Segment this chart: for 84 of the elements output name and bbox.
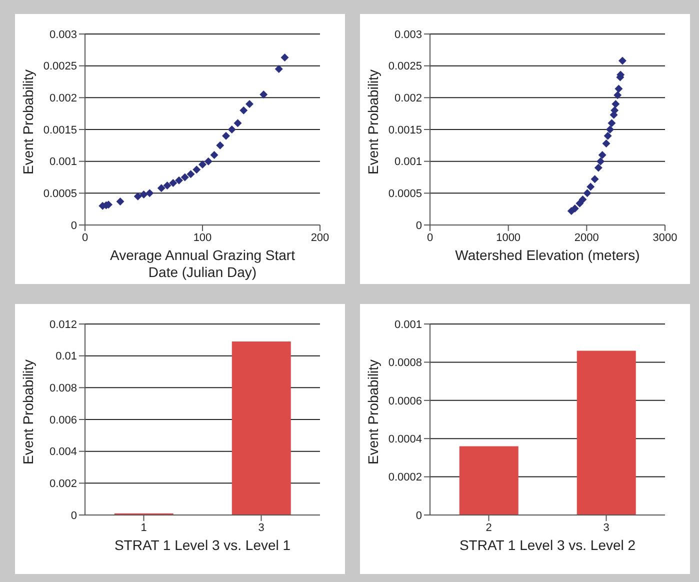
- y-tick-label: 0.001: [394, 156, 422, 168]
- x-tick-label: 0: [426, 232, 434, 244]
- point: [604, 132, 612, 140]
- point: [614, 91, 622, 100]
- point: [157, 184, 166, 192]
- point: [586, 182, 595, 191]
- point: [204, 157, 212, 166]
- y-tick-label: 0: [416, 220, 422, 232]
- point: [222, 132, 230, 140]
- y-tick-label: 0.0005: [43, 188, 77, 200]
- point: [210, 150, 218, 159]
- point: [280, 54, 289, 62]
- y-tick-label: 0.008: [49, 382, 77, 395]
- x-axis-title: STRAT 1 Level 3 vs. Level 2: [458, 537, 637, 554]
- y-tick-label: 0.0006: [388, 395, 422, 408]
- y-tick-label: 0.006: [49, 414, 77, 426]
- y-tick-label: 0: [70, 220, 77, 232]
- point: [216, 141, 224, 150]
- y-tick-label: 0.0015: [388, 124, 422, 136]
- point: [602, 140, 610, 148]
- point: [246, 100, 254, 108]
- y-tick-label: 0: [70, 510, 77, 522]
- point: [192, 166, 201, 174]
- point: [596, 157, 605, 166]
- y-tick-label: 0.0025: [43, 60, 77, 73]
- x-tick-label: 2: [486, 522, 492, 534]
- point: [618, 56, 626, 65]
- point: [578, 196, 587, 204]
- x-tick-label: 3: [603, 522, 610, 534]
- point: [175, 176, 183, 184]
- y-tick-label: 0.002: [49, 478, 77, 490]
- x-tick-label: 1: [140, 522, 147, 534]
- x-tick-label: 100: [193, 232, 212, 244]
- y-tick-label: 0.0002: [388, 472, 422, 484]
- x-tick-label: 2000: [574, 232, 599, 244]
- point: [598, 150, 606, 159]
- point: [590, 175, 599, 184]
- point: [140, 190, 148, 198]
- point: [594, 164, 602, 172]
- point: [116, 197, 124, 206]
- point: [583, 189, 592, 198]
- y-tick-label: 0.004: [49, 446, 77, 458]
- point: [240, 106, 248, 114]
- point: [234, 119, 242, 128]
- y-axis-title: Event Probability: [20, 359, 36, 464]
- y-tick-label: 0.01: [56, 350, 77, 363]
- point: [274, 65, 283, 74]
- y-tick-label: 0.012: [49, 318, 77, 331]
- point: [614, 84, 623, 93]
- x-tick-label: 200: [310, 232, 330, 244]
- y-tick-label: 0.002: [394, 92, 422, 105]
- x-tick-label: 3: [258, 522, 264, 534]
- x-tick-label: 0: [82, 232, 88, 244]
- y-tick-label: 0.0008: [388, 357, 422, 370]
- y-tick-label: 0.001: [49, 156, 77, 168]
- point: [606, 126, 614, 134]
- point: [612, 100, 620, 108]
- point: [228, 126, 236, 134]
- point: [608, 119, 616, 128]
- point: [186, 170, 195, 178]
- x-axis-title: Average Annual Grazing Start Date (Julian Day): [109, 247, 296, 281]
- y-tick-label: 0.003: [49, 28, 77, 41]
- x-tick-label: 1000: [496, 232, 521, 244]
- x-tick-label: 3000: [652, 232, 678, 244]
- y-axis-title: Event Probability: [364, 69, 381, 174]
- point: [146, 189, 154, 198]
- point: [163, 182, 172, 190]
- point: [260, 90, 268, 98]
- point: [198, 160, 206, 169]
- x-axis-title: STRAT 1 Level 3 vs. Level 1: [113, 537, 292, 554]
- point: [169, 178, 178, 187]
- y-tick-label: 0.0025: [388, 60, 422, 73]
- y-tick-label: 0.001: [394, 318, 422, 331]
- y-tick-label: 0.0015: [43, 124, 77, 136]
- y-tick-label: 0: [416, 510, 422, 522]
- x-axis-title: Watershed Elevation (meters): [454, 247, 641, 264]
- y-tick-label: 0.0004: [388, 434, 422, 446]
- y-tick-label: 0.003: [394, 28, 422, 41]
- y-tick-label: 0.0005: [388, 188, 422, 200]
- y-axis-title: Event Probability: [364, 359, 381, 464]
- y-tick-label: 0.002: [49, 92, 77, 105]
- point: [134, 192, 142, 200]
- y-axis-title: Event Probability: [20, 69, 36, 174]
- point: [180, 173, 189, 182]
